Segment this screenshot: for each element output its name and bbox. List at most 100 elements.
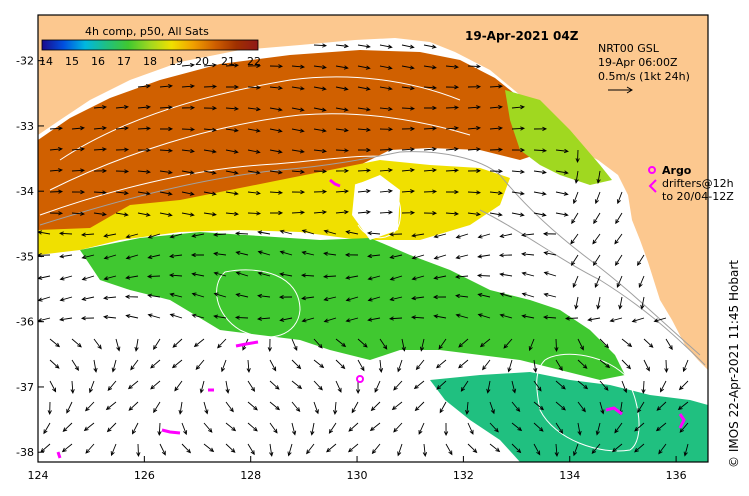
current-arrow xyxy=(59,317,73,322)
current-arrow xyxy=(677,401,689,411)
current-arrow xyxy=(269,85,283,91)
current-arrow xyxy=(190,252,205,258)
current-arrow xyxy=(489,443,501,453)
current-arrow xyxy=(621,359,632,370)
current-arrow xyxy=(596,296,601,310)
current-arrow xyxy=(379,86,393,91)
current-arrow xyxy=(543,251,557,256)
current-arrow xyxy=(301,229,315,235)
current-arrow xyxy=(587,317,601,322)
current-arrow xyxy=(555,148,569,154)
current-arrow xyxy=(225,422,237,432)
drifter-track xyxy=(605,406,623,416)
current-arrow xyxy=(153,401,161,414)
current-arrow xyxy=(419,338,425,352)
current-arrow xyxy=(357,147,372,153)
current-arrow xyxy=(159,105,174,110)
current-arrow xyxy=(335,43,349,49)
current-arrow xyxy=(460,380,469,392)
current-arrow xyxy=(313,189,328,194)
current-arrow xyxy=(393,422,403,433)
current-arrow xyxy=(423,168,437,173)
current-arrow xyxy=(533,148,548,153)
current-arrow xyxy=(511,422,523,432)
current-arrow xyxy=(542,231,557,236)
current-arrow xyxy=(127,380,139,390)
current-arrow xyxy=(543,315,557,320)
current-arrow xyxy=(499,292,513,298)
current-arrow xyxy=(335,338,347,348)
current-arrow xyxy=(348,422,359,432)
current-arrow xyxy=(489,190,503,196)
current-arrow xyxy=(159,443,166,456)
current-arrow xyxy=(543,271,557,277)
current-arrow xyxy=(115,190,129,196)
current-arrow xyxy=(489,126,503,131)
current-arrow xyxy=(279,317,293,322)
current-arrow xyxy=(455,313,469,319)
current-arrow xyxy=(313,210,327,215)
current-arrow xyxy=(199,380,205,394)
current-arrow xyxy=(59,275,73,281)
colorbar-tick-label: 14 xyxy=(39,55,53,68)
current-arrow xyxy=(367,275,381,281)
current-arrow xyxy=(125,254,139,260)
current-arrow xyxy=(247,443,255,456)
current-arrow xyxy=(521,271,535,277)
current-arrow xyxy=(414,401,425,412)
current-arrow xyxy=(357,338,368,348)
current-arrow xyxy=(422,443,428,457)
colorbar-tick-label: 18 xyxy=(143,55,157,68)
cloud-gap-3 xyxy=(38,295,480,462)
y-tick-label: -34 xyxy=(16,185,34,198)
current-arrow xyxy=(533,401,545,411)
current-arrow xyxy=(335,148,350,153)
current-arrow xyxy=(397,443,403,457)
current-arrow xyxy=(93,212,107,217)
current-arrow xyxy=(445,105,460,110)
current-arrow xyxy=(486,380,491,394)
current-arrow xyxy=(511,147,526,153)
current-arrow xyxy=(225,106,239,111)
current-arrow xyxy=(445,147,459,152)
current-arrow xyxy=(169,313,183,319)
current-arrow xyxy=(213,271,227,277)
reference-arrow-icon xyxy=(608,86,633,94)
current-arrow xyxy=(49,338,61,348)
current-arrow xyxy=(137,191,151,196)
current-arrow xyxy=(401,210,416,215)
current-arrow xyxy=(555,380,566,390)
plot-frame xyxy=(37,14,709,463)
current-arrow xyxy=(521,252,535,257)
current-arrow xyxy=(370,401,381,412)
current-arrow xyxy=(59,296,73,302)
current-arrow xyxy=(323,296,337,302)
current-arrow xyxy=(323,251,337,256)
current-arrow xyxy=(643,359,650,372)
current-arrow xyxy=(49,189,64,194)
current-arrow xyxy=(247,128,261,133)
current-arrow xyxy=(279,229,293,235)
current-arrow xyxy=(498,253,513,258)
current-arrow xyxy=(181,212,195,217)
current-arrow xyxy=(477,233,491,239)
current-arrow xyxy=(125,233,139,239)
current-arrow xyxy=(49,126,64,131)
current-legend-line1: NRT00 GSL xyxy=(598,42,660,55)
current-arrow xyxy=(221,359,227,373)
current-arrow xyxy=(458,338,469,348)
current-arrow xyxy=(388,232,403,237)
current-arrow xyxy=(234,315,249,320)
current-arrow xyxy=(115,338,121,352)
current-arrow xyxy=(103,254,117,260)
current-arrow xyxy=(641,380,646,395)
current-arrow xyxy=(599,338,610,349)
x-tick-label: 130 xyxy=(347,469,368,482)
drifter-track xyxy=(235,340,259,348)
current-arrow xyxy=(616,275,623,289)
x-tick-label: 126 xyxy=(134,469,155,482)
sst-green-region xyxy=(80,232,625,380)
current-arrow xyxy=(347,443,359,453)
current-arrow xyxy=(467,211,481,217)
current-arrow xyxy=(467,105,481,110)
